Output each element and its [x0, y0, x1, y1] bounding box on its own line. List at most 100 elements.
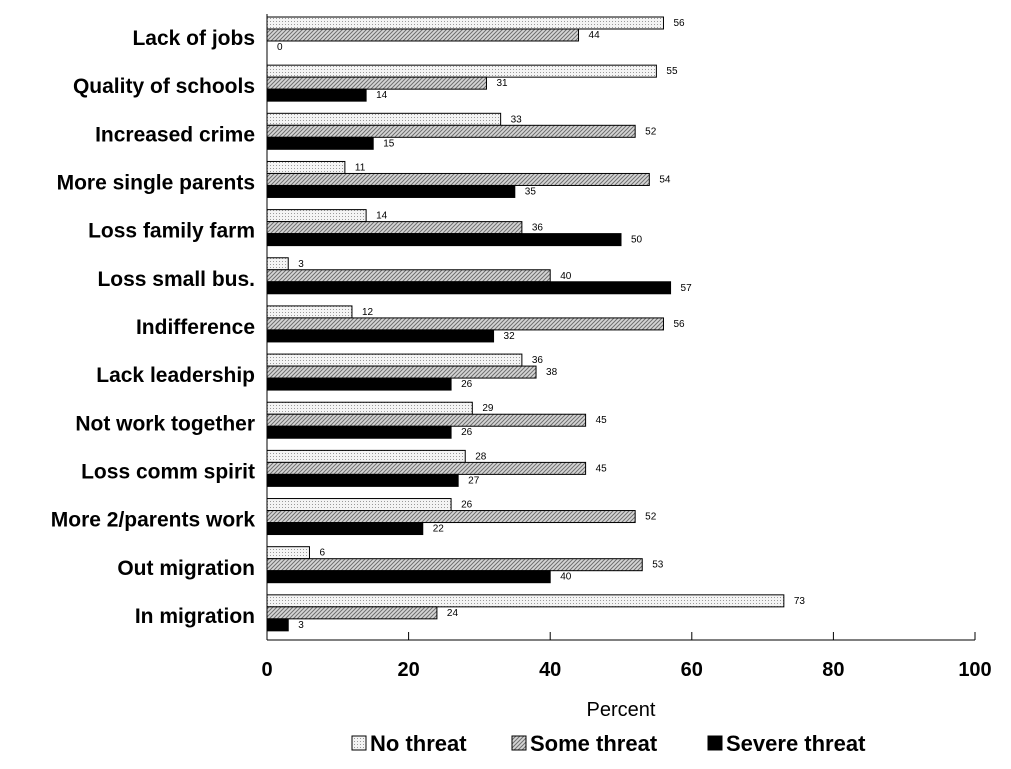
bar-some-threat [266, 28, 580, 42]
category-label: More 2/parents work [51, 509, 256, 532]
data-label: 26 [461, 427, 473, 438]
bar-some-threat [266, 76, 487, 90]
legend-entry: Some threat [530, 731, 658, 756]
data-label: 52 [645, 512, 657, 523]
data-label: 36 [532, 223, 544, 234]
data-label: 26 [461, 379, 473, 390]
data-label: 52 [645, 126, 657, 137]
bar-no-threat [266, 498, 452, 512]
bar-no-threat [266, 401, 473, 415]
bar-some-threat [266, 124, 636, 138]
data-label: 24 [447, 608, 459, 619]
category-label: In migration [135, 605, 255, 628]
bar-some-threat [266, 365, 537, 379]
category-label: More single parents [57, 172, 255, 195]
data-label: 35 [525, 186, 537, 197]
bar-severe-threat [266, 233, 622, 247]
data-label: 45 [596, 463, 608, 474]
data-label: 50 [631, 235, 643, 246]
bar-severe-threat [266, 88, 367, 102]
bar-some-threat [266, 269, 551, 283]
legend-swatch-some-threat [511, 735, 527, 751]
data-label: 14 [376, 211, 388, 222]
legend-swatch-no-threat [351, 735, 367, 751]
bar-severe-threat [266, 473, 459, 487]
bar-severe-threat [266, 329, 495, 343]
bar-some-threat [266, 221, 523, 235]
legend-swatch-severe-threat [707, 735, 723, 751]
category-label: Loss family farm [88, 220, 255, 243]
bar-some-threat [266, 461, 587, 475]
data-label: 3 [298, 620, 304, 631]
data-label: 12 [362, 307, 374, 318]
x-tick-label: 0 [261, 659, 272, 681]
data-label: 29 [482, 403, 494, 414]
data-label: 31 [496, 78, 508, 89]
data-label: 73 [794, 596, 806, 607]
data-label: 57 [681, 283, 693, 294]
x-axis-title: Percent [587, 699, 656, 721]
x-axis-ticks: 0 20 40 60 80 100 [261, 632, 992, 681]
data-label: 26 [461, 500, 473, 511]
x-tick-label: 40 [539, 659, 561, 681]
data-label: 38 [546, 367, 558, 378]
data-labels-layer: 5644055311433521511543514365034057125632… [277, 18, 805, 631]
bar-some-threat [266, 558, 643, 572]
data-label: 33 [511, 114, 523, 125]
x-tick-label: 100 [958, 659, 991, 681]
bar-no-threat [266, 546, 310, 560]
bar-no-threat [266, 16, 664, 30]
legend-entry: Severe threat [726, 731, 866, 756]
data-label: 55 [666, 66, 678, 77]
bar-some-threat [266, 413, 587, 427]
bar-severe-threat [266, 618, 289, 632]
data-label: 53 [652, 560, 664, 571]
category-label: Indifference [136, 316, 255, 339]
data-label: 0 [277, 42, 283, 53]
category-label: Not work together [75, 412, 255, 435]
bars-layer [266, 16, 785, 632]
bar-severe-threat [266, 184, 516, 198]
data-label: 40 [560, 572, 572, 583]
data-label: 11 [355, 162, 366, 173]
bar-severe-threat [266, 281, 672, 295]
bar-no-threat [266, 257, 289, 271]
data-label: 36 [532, 355, 544, 366]
bar-no-threat [266, 305, 353, 319]
bar-some-threat [266, 317, 664, 331]
category-label: Lack of jobs [132, 27, 255, 50]
x-tick-label: 80 [822, 659, 844, 681]
bar-some-threat [266, 510, 636, 524]
bar-severe-threat [266, 570, 551, 584]
bar-severe-threat [266, 425, 452, 439]
category-label: Out migration [117, 557, 255, 580]
data-label: 44 [589, 30, 601, 41]
bar-no-threat [266, 209, 367, 223]
category-label: Lack leadership [96, 364, 255, 387]
x-tick-label: 60 [681, 659, 703, 681]
data-label: 6 [319, 548, 325, 559]
bar-some-threat [266, 172, 650, 186]
data-label: 22 [433, 524, 445, 535]
data-label: 40 [560, 271, 572, 282]
category-label: Loss small bus. [97, 268, 255, 291]
category-label: Increased crime [95, 123, 255, 146]
bar-severe-threat [266, 377, 452, 391]
category-labels: Lack of jobs Quality of schools Increased … [51, 27, 256, 628]
data-label: 45 [596, 415, 608, 426]
bar-severe-threat [266, 522, 424, 536]
data-label: 3 [298, 259, 304, 270]
data-label: 14 [376, 90, 388, 101]
bar-some-threat [266, 606, 438, 620]
data-label: 27 [468, 475, 480, 486]
data-label: 32 [504, 331, 516, 342]
data-label: 56 [673, 18, 685, 29]
category-label: Quality of schools [73, 75, 255, 98]
bar-no-threat [266, 64, 657, 78]
axes [266, 14, 975, 641]
x-tick-label: 20 [397, 659, 419, 681]
legend-entry: No threat [370, 731, 467, 756]
data-label: 54 [659, 174, 671, 185]
bar-no-threat [266, 353, 523, 367]
